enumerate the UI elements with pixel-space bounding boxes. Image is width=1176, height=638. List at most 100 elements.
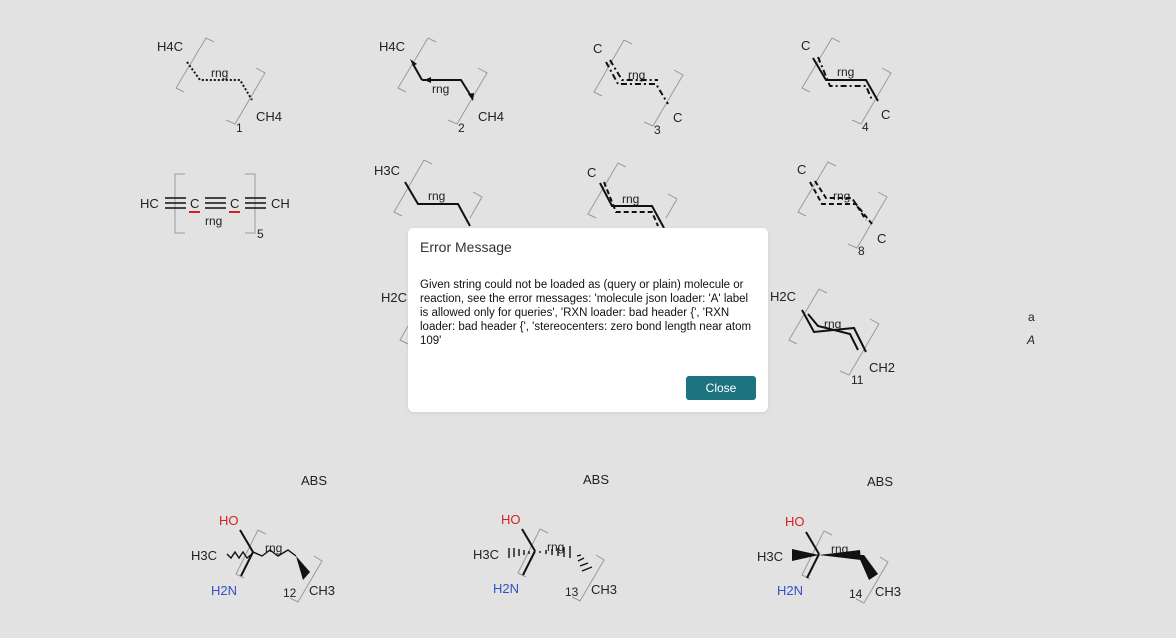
wedge-bond [296, 556, 310, 580]
arrow-head [468, 93, 474, 101]
bond-chain [812, 57, 879, 102]
atom-label: C [881, 107, 890, 122]
ring-label: rng [622, 192, 639, 206]
structure-8[interactable]: C C rng 8 [797, 161, 888, 258]
structure-number: 4 [862, 120, 869, 134]
bracket-right [571, 554, 605, 602]
atom-label: CH [271, 196, 290, 211]
bracket-left [175, 37, 215, 93]
structure-number: 11 [851, 373, 864, 387]
label-lowercase-a: a [1028, 310, 1035, 324]
wavy-bond [252, 549, 297, 557]
ring-label: rng [211, 66, 228, 80]
structure-12[interactable]: HO H3C H2N CH3 rng 12 [191, 513, 335, 603]
structure-13[interactable]: HO H3C H2N CH3 rng 13 [473, 512, 617, 602]
bond-chain-2 [817, 56, 873, 101]
ring-label: rng [628, 68, 645, 82]
bond-chain-2 [603, 181, 659, 227]
bond-arrow [412, 63, 423, 81]
structure-2[interactable]: H4C CH4 rng 2 [379, 37, 504, 135]
bond-oh-nh2 [521, 528, 536, 576]
arrow-head [424, 77, 431, 83]
bond-chain-2 [814, 180, 867, 221]
structure-7[interactable]: C rng [587, 162, 678, 229]
structure-6[interactable]: H3C rng [374, 159, 483, 227]
bond-chain [809, 181, 873, 225]
atom-label: CH2 [869, 360, 895, 375]
bracket-left [235, 529, 267, 579]
atom-label: H3C [191, 548, 217, 563]
atom-label: H2C [381, 290, 407, 305]
bracket-left [393, 159, 433, 217]
wavy-bond [226, 550, 254, 560]
atom-label: H3C [757, 549, 783, 564]
atom-label: C [797, 162, 806, 177]
error-dialog: Error Message Given string could not be … [408, 228, 768, 412]
bracket-right [665, 193, 678, 219]
atom-label: H2N [493, 581, 519, 596]
atom-label: C [587, 165, 596, 180]
bond-chain [404, 181, 471, 227]
dialog-title: Error Message [420, 239, 512, 255]
hash-bond [508, 546, 593, 572]
bracket-left [399, 325, 409, 345]
atom-label: CH3 [875, 584, 901, 599]
structure-number: 5 [257, 227, 264, 241]
structure-number: 8 [858, 244, 865, 258]
wedge-bond [819, 550, 861, 560]
ring-label: rng [265, 541, 282, 555]
atom-label: H2C [770, 289, 796, 304]
arrow-head [410, 59, 417, 66]
structure-number: 13 [565, 585, 579, 599]
atom-label: C [877, 231, 886, 246]
bracket-right [469, 191, 483, 219]
bond-chain [186, 61, 253, 101]
bond-oh-nh2 [239, 529, 254, 577]
atom-label: CH3 [309, 583, 335, 598]
ring-label: rng [824, 317, 841, 331]
structure-1[interactable]: H4C CH4 rng 1 [157, 37, 282, 135]
structure-number: 12 [283, 586, 297, 600]
atom-label: HO [501, 512, 521, 527]
structure-4[interactable]: C C rng 4 [801, 37, 892, 134]
bracket-left [801, 530, 833, 580]
structure-number: 2 [458, 121, 465, 135]
ring-label: rng [428, 189, 445, 203]
bond-chain [599, 182, 665, 229]
ring-label: rng [205, 214, 222, 228]
structure-11[interactable]: H2C CH2 rng 11 [770, 288, 895, 387]
wedge-bond [858, 555, 878, 580]
structure-number: 14 [849, 587, 863, 601]
wedge-bond [792, 549, 819, 561]
atom-label: HO [219, 513, 239, 528]
bracket-left [797, 161, 837, 217]
bond-chain-2 [609, 59, 658, 81]
ring-label: rng [837, 65, 854, 79]
structure-14[interactable]: HO H3C H2N CH3 rng 14 [757, 514, 901, 604]
close-button[interactable]: Close [686, 376, 756, 400]
bond-oh-nh2 [805, 531, 820, 579]
atom-label: H4C [157, 39, 183, 54]
atom-label: H2N [211, 583, 237, 598]
atom-label: C [801, 38, 810, 53]
bracket-right [643, 69, 684, 127]
atom-label: H4C [379, 39, 405, 54]
abs-label: ABS [583, 472, 609, 487]
abs-label: ABS [867, 474, 893, 489]
bond-chain [605, 61, 669, 105]
atom-label: H2N [777, 583, 803, 598]
atom-label: HO [785, 514, 805, 529]
structure-3[interactable]: C C rng 3 [593, 39, 684, 137]
bracket-right [289, 555, 323, 603]
bond-chain [422, 79, 472, 97]
error-message: Given string could not be loaded as (que… [420, 279, 752, 347]
atom-label: H3C [473, 547, 499, 562]
structure-5[interactable]: HC C C CH rng 5 [140, 173, 290, 241]
atom-label: C [673, 110, 682, 125]
atom-label: HC [140, 196, 159, 211]
ring-label: rng [547, 540, 564, 554]
atom-label: CH3 [591, 582, 617, 597]
bracket-right [855, 556, 889, 604]
structure-9[interactable]: H2C [381, 290, 409, 345]
